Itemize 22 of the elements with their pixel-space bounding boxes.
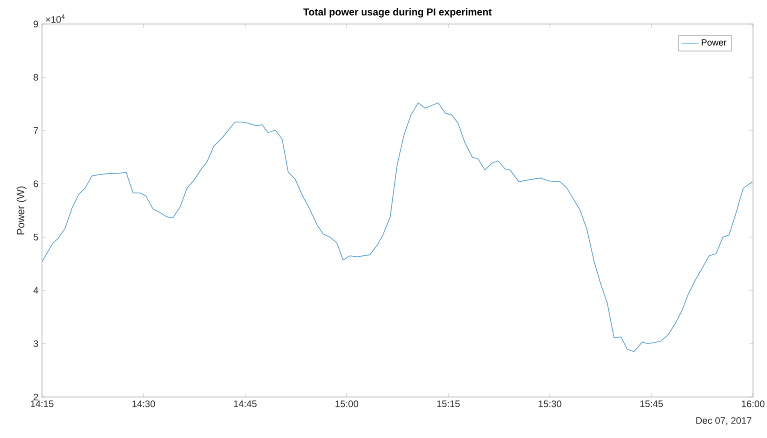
- x-tick-label: 14:30: [132, 400, 156, 408]
- x-tick-label: 14:15: [30, 400, 54, 408]
- y-tick-label: 6: [34, 180, 38, 188]
- x-tick-label: 15:30: [538, 400, 562, 408]
- legend-label: Power: [702, 39, 726, 46]
- x-tick-label: 14:45: [234, 400, 257, 408]
- y-tick-label: 2: [34, 394, 38, 400]
- x-tick-label: 15:15: [437, 400, 460, 408]
- line-series: [42, 102, 753, 352]
- y-tick-label: 4: [33, 287, 38, 294]
- y-axis-title: Power (W): [16, 186, 26, 234]
- y-tick-label: 8: [34, 74, 38, 81]
- y-tick-label: 9: [34, 20, 38, 28]
- y-tick-label: 5: [34, 234, 38, 240]
- x-tick-label: 15:00: [336, 400, 358, 408]
- y-tick-label: 7: [34, 127, 38, 134]
- text: ×10$^{4}$: [46, 14, 65, 23]
- x-tick-label: 15:45: [640, 400, 663, 408]
- y-tick-label: 3: [34, 340, 38, 348]
- text: Dec 07, 2017: [696, 417, 752, 426]
- chart-title: Total power usage during PI experiment: [303, 8, 492, 18]
- x-tick-label: 16:00: [742, 400, 764, 408]
